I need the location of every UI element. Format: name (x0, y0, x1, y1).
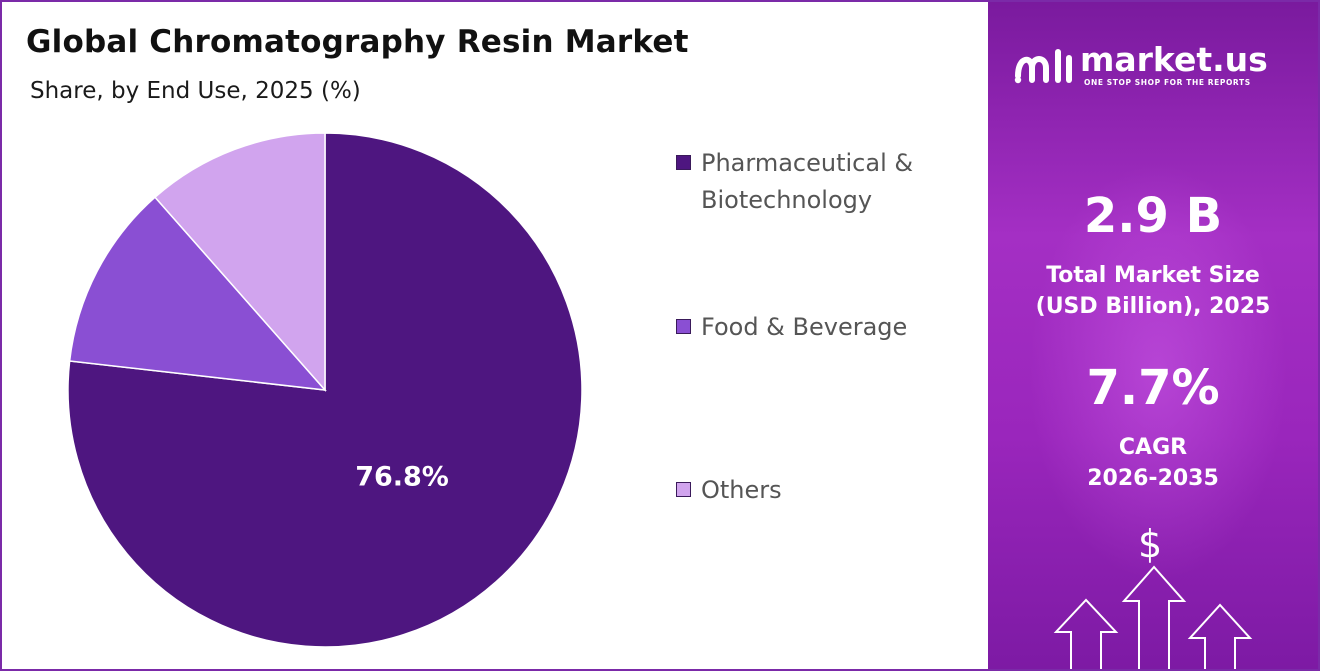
up-arrow-icon (1121, 565, 1187, 669)
up-arrow-icon (1187, 603, 1253, 669)
dollar-icon: $ (1138, 522, 1163, 566)
cagr-value: 7.7% (1086, 360, 1220, 416)
brand-name: market.us (1080, 40, 1268, 79)
chart-subtitle: Share, by End Use, 2025 (%) (30, 78, 361, 104)
market-size-caption-line2: (USD Billion), 2025 (1035, 294, 1271, 319)
legend-label-others: Others (701, 476, 782, 504)
cagr-caption-line2: 2026-2035 (1087, 466, 1219, 491)
brand-logo: market.us ONE STOP SHOP FOR THE REPORTS (1014, 40, 1304, 92)
legend-item-food-beverage: Food & Beverage (676, 309, 966, 346)
market-size-value: 2.9 B (1083, 188, 1223, 244)
panel-glow (1028, 162, 1288, 582)
legend-swatch-others (676, 482, 691, 497)
market-size-caption-line1: Total Market Size (1046, 263, 1260, 288)
cagr-caption: CAGR 2026-2035 (988, 432, 1318, 494)
growth-arrows (1053, 565, 1253, 669)
legend-item-pharmaceutical: Pharmaceutical & Biotechnology (676, 145, 966, 219)
market-size-caption: Total Market Size (USD Billion), 2025 (988, 260, 1318, 322)
legend-swatch-pharmaceutical (676, 155, 691, 170)
legend-swatch-food-beverage (676, 319, 691, 334)
legend-label-line2: Biotechnology (701, 186, 873, 214)
market-us-logo-icon (1014, 49, 1072, 84)
pie-chart: 76.8% (67, 132, 583, 648)
legend-label-food-beverage: Food & Beverage (701, 313, 908, 341)
summary-panel: market.us ONE STOP SHOP FOR THE REPORTS … (988, 2, 1318, 669)
up-arrow-icon (1053, 598, 1119, 669)
pie-data-label: 76.8% (355, 461, 449, 492)
legend-label-pharmaceutical: Pharmaceutical & Biotechnology (701, 145, 913, 219)
legend-label-line1: Pharmaceutical & (701, 149, 914, 177)
pie-slice-food-beverage (68, 196, 327, 391)
cagr-caption-line1: CAGR (1118, 435, 1188, 460)
brand-tagline: ONE STOP SHOP FOR THE REPORTS (1084, 78, 1251, 87)
pie-slice-pharmaceutical-biotechnology (67, 132, 583, 648)
legend-item-others: Others (676, 472, 966, 509)
chart-title: Global Chromatography Resin Market (26, 24, 689, 60)
pie-slice-others (153, 132, 326, 392)
